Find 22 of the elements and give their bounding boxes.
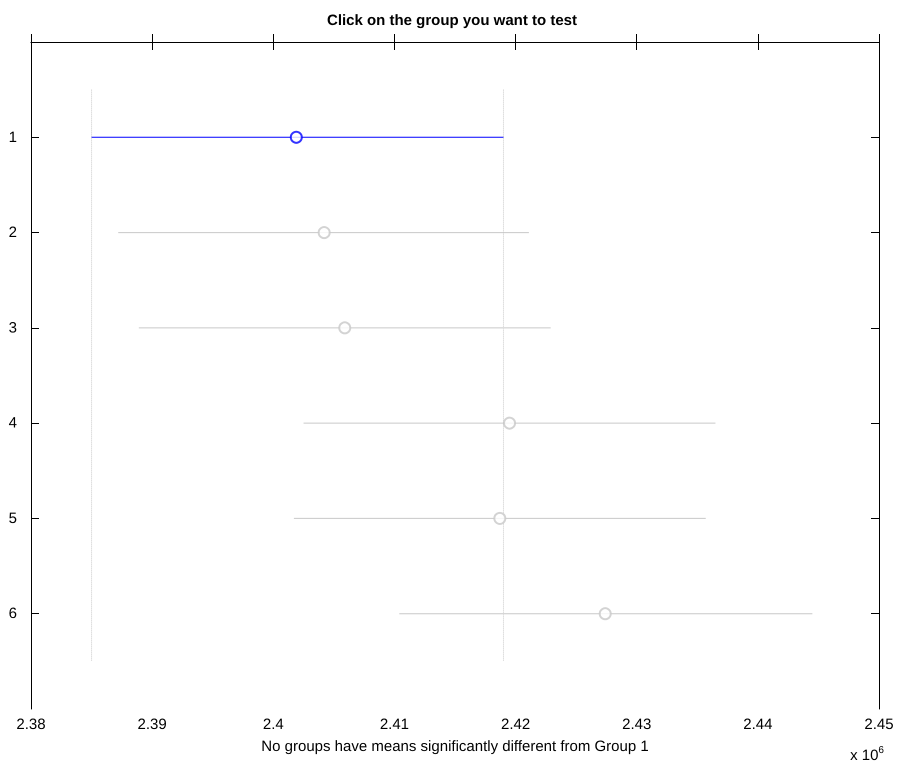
x-tick-label: 2.39 (138, 716, 167, 733)
y-tick-label: 6 (8, 605, 17, 622)
x-tick-label: 2.44 (743, 716, 772, 733)
x-tick-label: 2.42 (500, 716, 530, 733)
x-tick-label: 2.4 (262, 716, 284, 733)
x-tick-label: 2.41 (380, 716, 410, 733)
point (503, 416, 516, 430)
y-tick-label: 4 (8, 414, 17, 432)
point (493, 512, 506, 525)
x-axis-title: No groups have means significantly different from Group 1 (261, 738, 649, 755)
x-tick-label: 2.45 (864, 716, 894, 733)
point (338, 321, 352, 334)
y-tick-label: 1 (8, 128, 17, 146)
point (598, 607, 612, 620)
y-tick-label: 5 (8, 510, 17, 527)
y-tick-label: 3 (8, 319, 17, 336)
y-tick-label: 2 (8, 224, 17, 242)
point (318, 226, 331, 240)
point (290, 130, 303, 144)
chart-title: Click on the group you want to test (326, 12, 578, 29)
x-tick-label: 2.43 (622, 716, 652, 733)
x-tick-label: 2.38 (16, 716, 46, 733)
